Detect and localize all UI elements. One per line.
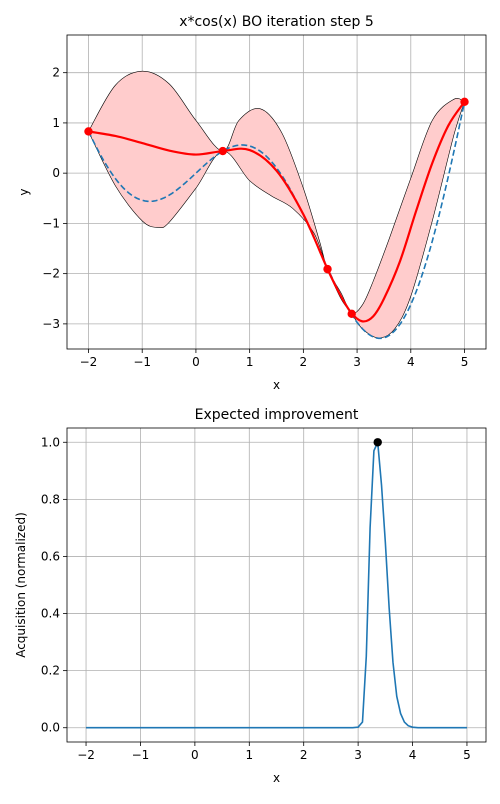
y-tick-label: 0.8 bbox=[41, 492, 60, 506]
observations bbox=[84, 97, 469, 319]
observation-point bbox=[218, 146, 227, 156]
y-tick-label: −2 bbox=[42, 267, 60, 281]
y-tick-label: 0.6 bbox=[41, 549, 60, 563]
y-tick-label: 0 bbox=[52, 166, 60, 180]
x-tick-label: 2 bbox=[300, 748, 308, 762]
observation-point bbox=[84, 127, 93, 136]
gp-posterior-chart: −2 −1 0 1 2 3 4 5 −3 −2 −1 0 1 2 x*cos(x) BO iteratio… bbox=[17, 14, 487, 392]
y-axis-label: Acquisition (normalized) bbox=[14, 512, 28, 658]
y-tick-label: 2 bbox=[52, 66, 60, 80]
observation-point bbox=[323, 264, 332, 274]
x-tick-label: 0 bbox=[191, 748, 199, 762]
y-tick-label: 1 bbox=[52, 116, 60, 130]
x-tick-label: 3 bbox=[354, 748, 362, 762]
y-tick-label: 0.0 bbox=[41, 721, 60, 735]
x-tick-label: −2 bbox=[80, 355, 98, 369]
x-tick-label: −1 bbox=[132, 748, 150, 762]
x-axis-label: x bbox=[273, 771, 280, 785]
x-tick-label: 4 bbox=[407, 355, 415, 369]
y-axis-label: y bbox=[17, 188, 31, 195]
x-tick-label: 1 bbox=[246, 355, 254, 369]
y-tick-label: −3 bbox=[42, 317, 60, 331]
confidence-band bbox=[88, 70, 465, 339]
x-axis-label: x bbox=[273, 378, 280, 392]
max-acquisition-point bbox=[373, 438, 382, 447]
x-tick-label: 2 bbox=[300, 355, 308, 369]
y-tick-label: 0.2 bbox=[41, 664, 60, 678]
x-tick-label: −1 bbox=[133, 355, 151, 369]
x-tick-label: 4 bbox=[409, 748, 417, 762]
x-tick-label: 1 bbox=[245, 748, 253, 762]
observation-point bbox=[460, 97, 469, 107]
grid bbox=[67, 428, 486, 742]
x-tick-label: 5 bbox=[461, 355, 469, 369]
axes-frame bbox=[66, 34, 487, 350]
x-tick-label: 0 bbox=[192, 355, 200, 369]
y-tick-label: −1 bbox=[42, 216, 60, 230]
true-function-line bbox=[87, 101, 466, 340]
chart-title: x*cos(x) BO iteration step 5 bbox=[179, 14, 374, 30]
x-tick-label: −2 bbox=[77, 748, 95, 762]
ticks: −2 −1 0 1 2 3 4 5 0.0 0.2 0.4 0.6 0.8 1.0 bbox=[41, 435, 471, 762]
x-tick-label: 5 bbox=[463, 748, 471, 762]
chart-title: Expected improvement bbox=[195, 407, 359, 423]
axes-frame bbox=[66, 427, 487, 743]
acquisition-line bbox=[86, 439, 467, 729]
y-tick-label: 0.4 bbox=[41, 607, 60, 621]
observation-point bbox=[347, 309, 356, 319]
posterior-mean-line bbox=[88, 101, 466, 323]
y-tick-label: 1.0 bbox=[41, 435, 60, 449]
acquisition-chart: −2 −1 0 1 2 3 4 5 0.0 0.2 0.4 0.6 0.8 1.0 Expected im… bbox=[14, 407, 487, 785]
ticks: −2 −1 0 1 2 3 4 5 −3 −2 −1 0 1 2 bbox=[42, 66, 468, 369]
max-marker bbox=[373, 438, 382, 447]
x-tick-label: 3 bbox=[353, 355, 361, 369]
